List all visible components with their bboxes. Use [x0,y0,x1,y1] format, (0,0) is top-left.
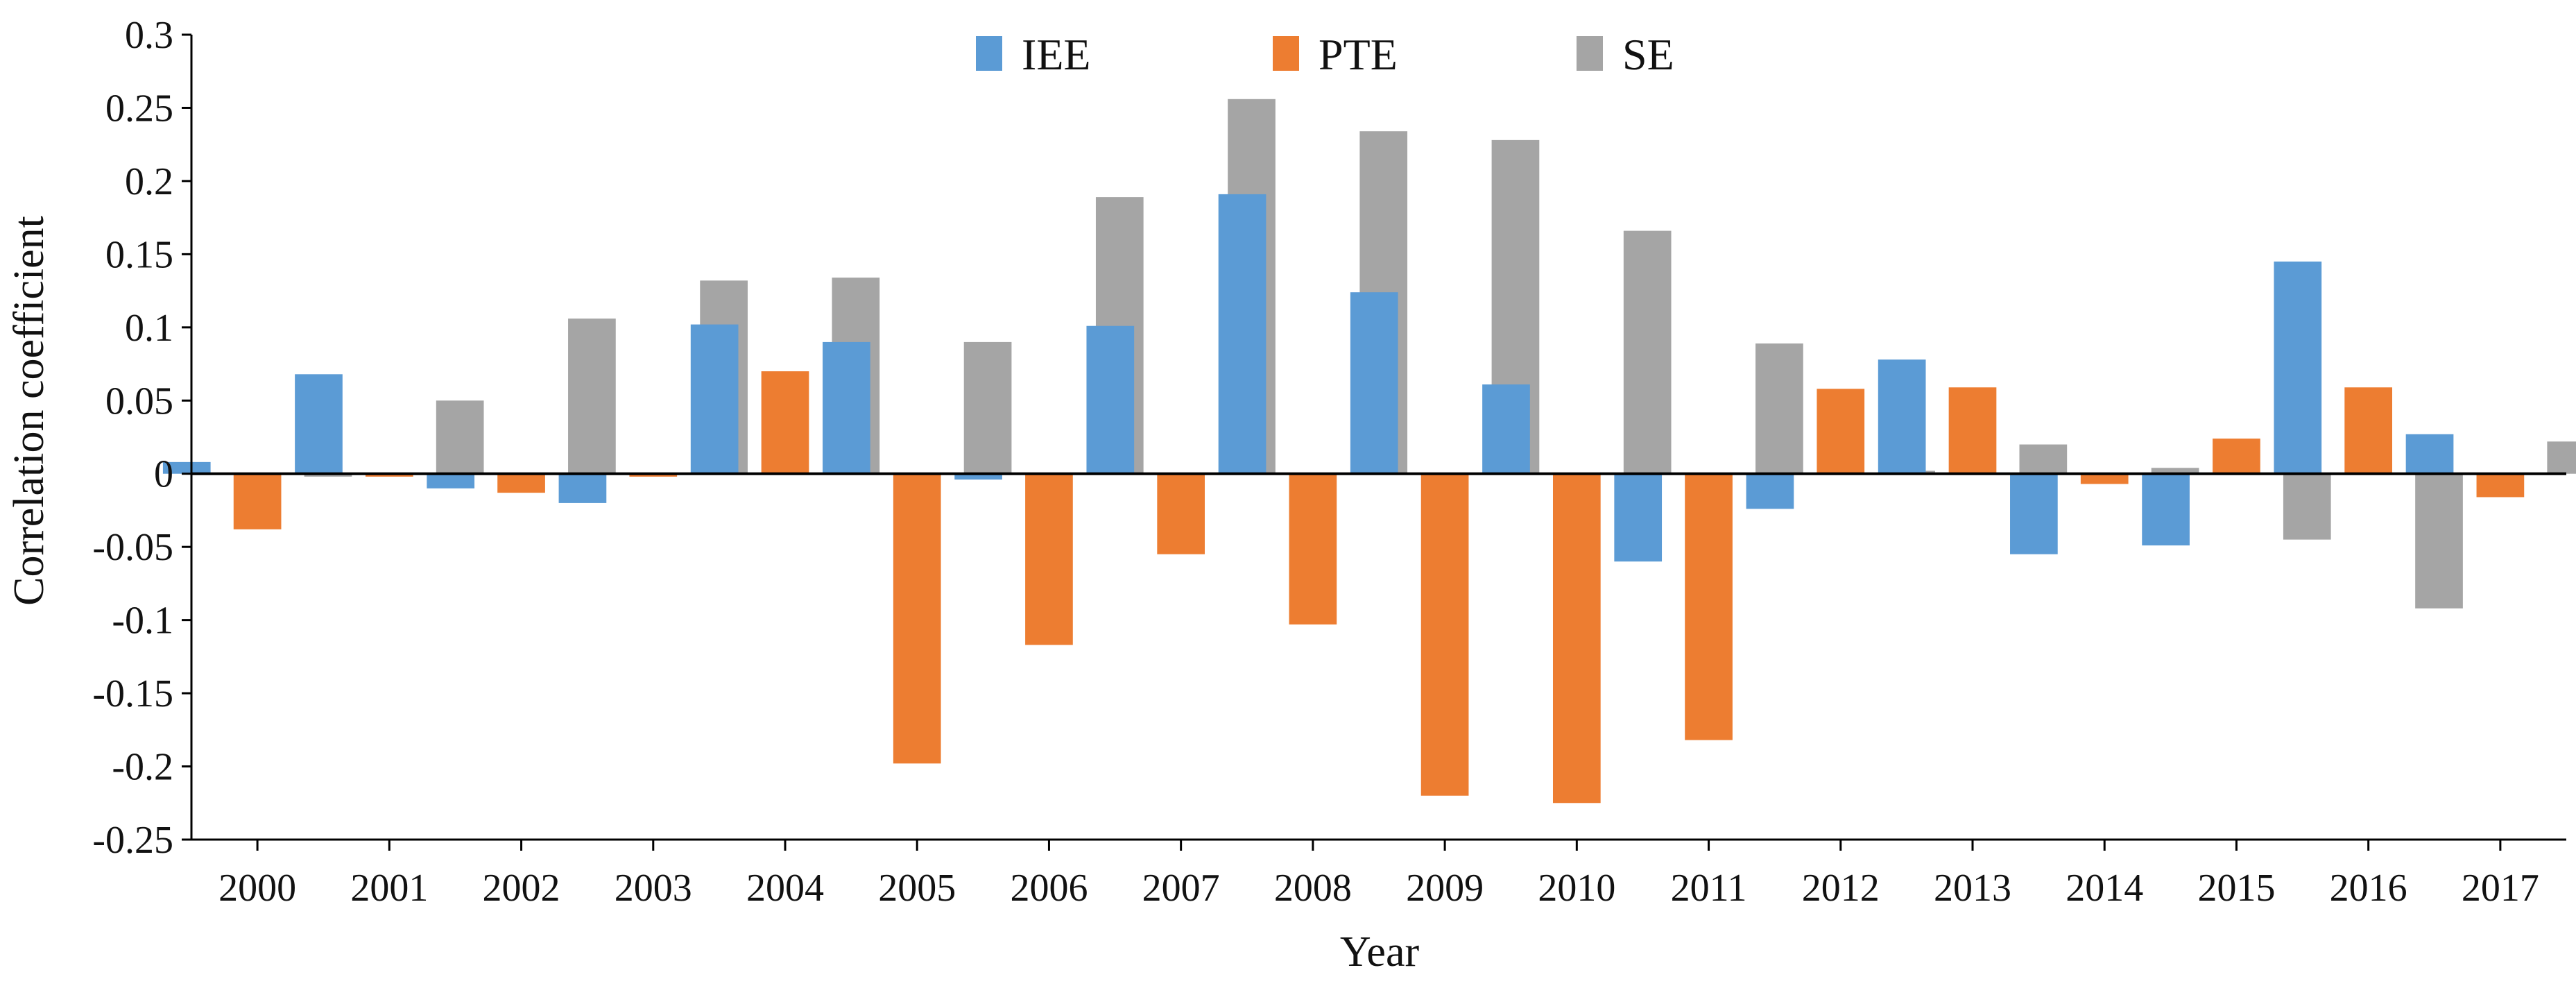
bar-iee-2013 [1878,359,1926,474]
bar-pte-2008 [1289,473,1337,624]
bar-iee-2008 [1218,194,1266,474]
x-tick-label: 2015 [2197,867,2275,910]
y-tick-label: 0.25 [105,87,173,130]
bars-layer [162,99,2576,804]
bar-pte-2011 [1685,473,1733,740]
bar-se-2016 [2415,473,2463,609]
x-tick-label: 2002 [483,867,560,910]
bar-pte-2009 [1420,473,1469,796]
bar-iee-2010 [1482,384,1530,474]
bar-iee-2017 [2405,434,2454,474]
bar-se-2001 [436,400,484,474]
bar-iee-2011 [1614,473,1663,562]
y-tick-label: 0.1 [125,307,173,350]
x-tick-label: 2004 [746,867,824,910]
bar-iee-2009 [1350,292,1398,474]
axes-layer: -0.25 -0.2 -0.15 -0.1 -0.05 0 0.05 0.1 0.15 0.2 0.… [92,14,2566,910]
x-tick-label: 2003 [615,867,692,910]
bar-iee-2001 [295,374,343,474]
bar-iee-2005 [823,341,870,474]
x-tick-label: 2014 [2066,867,2143,910]
x-tick-label: 2016 [2330,867,2407,910]
legend-swatch-se [1577,36,1603,71]
y-tick-label: 0 [154,453,173,496]
x-axis-title: Year [1340,928,1420,976]
bar-pte-2004 [761,371,809,474]
y-tick-label: 0.15 [105,233,173,276]
bar-se-2005 [963,341,1012,474]
y-tick-label: -0.05 [92,526,173,569]
bar-iee-2014 [2010,473,2058,554]
legend-swatch-pte [1273,36,1299,71]
y-tick-label: 0.05 [105,380,173,423]
x-tick-label: 2012 [1802,867,1880,910]
bar-pte-2001 [365,473,413,477]
bar-iee-2004 [690,324,739,474]
x-tick-label: 2010 [1538,867,1615,910]
bar-iee-2016 [2274,261,2322,474]
bar-pte-2017 [2476,473,2525,498]
bar-iee-2012 [1746,473,1794,509]
bar-iee-2006 [954,473,1002,480]
x-tick-label: 2013 [1934,867,2011,910]
bar-pte-2010 [1552,473,1601,804]
bar-iee-2015 [2142,473,2190,546]
bar-se-2000 [304,473,352,477]
y-tick-label: 0.3 [125,14,173,57]
y-axis-title: Correlation coefficient [6,216,53,606]
x-tick-label: 2007 [1142,867,1220,910]
bar-pte-2015 [2213,439,2260,474]
bar-pte-2003 [629,473,678,477]
legend-label-pte: PTE [1319,30,1398,79]
bar-iee-2003 [558,473,607,503]
x-tick-label: 2009 [1406,867,1484,910]
bar-pte-2013 [1948,387,1997,474]
bar-se-2013 [2019,444,2068,474]
x-tick-label: 2006 [1010,867,1088,910]
bar-iee-2002 [427,473,475,488]
bar-se-2002 [568,318,616,474]
bar-pte-2016 [2344,387,2393,474]
y-tick-label: -0.15 [92,672,173,715]
y-tick-label: -0.25 [92,819,173,862]
x-tick-label: 2017 [2462,867,2539,910]
bar-pte-2000 [233,473,282,529]
legend-swatch-iee [976,36,1002,71]
legend-label-iee: IEE [1022,30,1091,79]
bar-pte-2005 [893,473,941,764]
legend: IEE PTE SE [976,30,1674,79]
bar-iee-2007 [1086,325,1135,474]
legend-label-se: SE [1622,30,1674,79]
x-tick-label: 2000 [218,867,296,910]
x-tick-label: 2005 [878,867,956,910]
bar-se-2015 [2283,473,2331,540]
y-tick-label: -0.1 [112,600,173,643]
bar-pte-2012 [1817,389,1865,474]
bar-pte-2006 [1025,473,1073,645]
bar-pte-2002 [497,473,545,493]
x-tick-label: 2011 [1671,867,1747,910]
bar-se-2014 [2151,468,2199,474]
y-tick-label: -0.2 [112,746,173,789]
bar-se-2011 [1755,343,1803,474]
bar-pte-2014 [2080,473,2129,484]
x-tick-label: 2001 [350,867,428,910]
x-tick-label: 2008 [1274,867,1352,910]
bar-se-2017 [2547,441,2576,474]
y-tick-label: 0.2 [125,160,173,203]
bar-pte-2007 [1157,473,1205,554]
bar-se-2010 [1623,230,1672,474]
bar-iee-2000 [162,461,211,474]
